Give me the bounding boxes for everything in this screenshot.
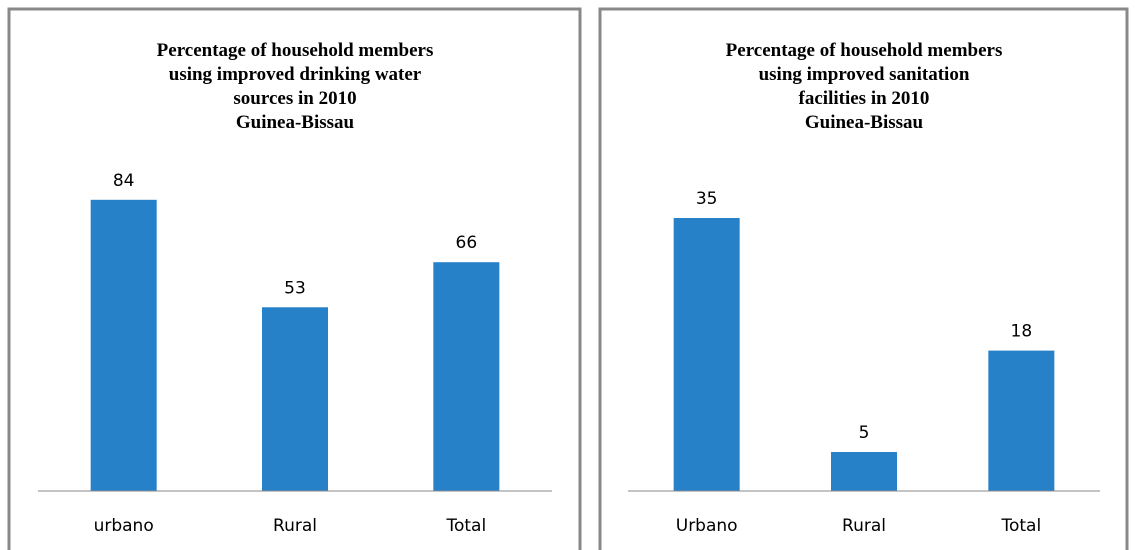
x-tick-label: Urbano bbox=[676, 516, 738, 536]
x-tick-label: Total bbox=[1000, 516, 1041, 536]
x-tick-label: Rural bbox=[842, 516, 886, 536]
data-label: 53 bbox=[284, 278, 306, 298]
data-label: 35 bbox=[696, 189, 718, 209]
bar bbox=[673, 218, 740, 491]
bar bbox=[988, 350, 1055, 491]
data-label: 5 bbox=[859, 423, 870, 443]
bar bbox=[433, 262, 500, 491]
bar bbox=[262, 307, 328, 491]
chart-title: Guinea-Bissau bbox=[236, 112, 355, 133]
chart-title: facilities in 2010 bbox=[799, 88, 930, 109]
chart-title: sources in 2010 bbox=[233, 88, 356, 109]
x-tick-label: urbano bbox=[94, 516, 154, 536]
data-label: 66 bbox=[456, 233, 478, 253]
chart-title: using improved drinking water bbox=[169, 64, 422, 85]
chart-title: Percentage of household members bbox=[726, 40, 1003, 61]
x-tick-label: Rural bbox=[273, 516, 317, 536]
bar bbox=[90, 199, 157, 492]
bar bbox=[831, 452, 897, 491]
chart-title: Percentage of household members bbox=[157, 40, 434, 61]
x-tick-label: Total bbox=[445, 516, 486, 536]
data-label: 84 bbox=[113, 171, 135, 191]
chart-title: using improved sanitation bbox=[759, 64, 970, 85]
data-label: 18 bbox=[1011, 322, 1033, 342]
chart-title: Guinea-Bissau bbox=[805, 112, 924, 133]
